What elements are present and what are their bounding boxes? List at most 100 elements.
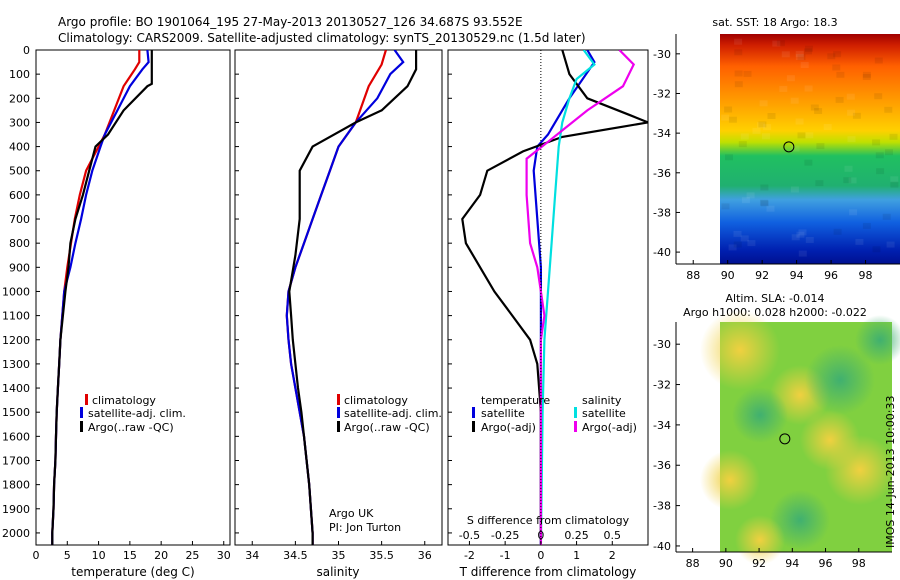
sst-texture-cell — [810, 104, 819, 111]
sla-texture-blob — [700, 450, 760, 510]
legend-label-t-argo: Argo(-adj) — [481, 421, 536, 434]
map-ytick-label: -30 — [653, 48, 671, 61]
sla-map-title-2: Argo h1000: 0.028 h2000: -0.022 — [683, 306, 867, 319]
depth-tick-label: 1600 — [2, 430, 30, 443]
legend-label-argo: Argo(..raw -QC) — [344, 421, 430, 434]
legend-swatch-satellite-adj — [337, 407, 340, 418]
series-line-0-2 — [51, 50, 153, 545]
difference-xtick-label: -1 — [500, 549, 511, 562]
legend-label-climatology: climatology — [92, 394, 156, 407]
difference-top-tick-label: 0.5 — [604, 529, 622, 542]
temperature-axes — [35, 49, 231, 546]
sst-texture-cell — [795, 118, 804, 125]
temperature-xtick-label: 15 — [123, 549, 137, 562]
sst-texture-cell — [721, 203, 730, 210]
map-ytick-label: -34 — [653, 419, 671, 432]
sst-texture-cell — [843, 177, 852, 184]
sla-map-title-1: Altim. SLA: -0.014 — [725, 292, 824, 305]
sst-texture-cell — [827, 53, 836, 60]
sst-texture-cell — [889, 133, 898, 140]
salinity-axes — [234, 49, 443, 546]
sst-texture-cell — [796, 231, 805, 238]
sst-texture-cell — [791, 145, 800, 152]
map-xtick-label: 90 — [719, 557, 733, 570]
temperature-lines — [51, 50, 153, 545]
legend-label-t-satellite: satellite — [481, 407, 525, 420]
legend-swatch-s-argo — [574, 421, 577, 432]
sst-texture-cell — [797, 132, 806, 139]
sst-texture-cell — [760, 184, 769, 191]
map-xtick-label: 96 — [819, 557, 833, 570]
sst-texture-cell — [874, 93, 883, 100]
sst-texture-cell — [728, 244, 737, 251]
sst-texture-cell — [862, 222, 871, 229]
sst-texture-cell — [855, 238, 864, 245]
map-xtick-label: 98 — [859, 269, 873, 282]
sst-texture-cell — [758, 121, 767, 128]
sst-texture-cell — [781, 51, 790, 58]
sst-texture-cell — [734, 81, 743, 88]
map-xtick-label: 88 — [686, 557, 700, 570]
sst-texture-cell — [872, 246, 881, 253]
sst-texture-cell — [725, 154, 733, 161]
sst-texture-cell — [740, 133, 749, 140]
legend-swatch-t-satellite — [472, 407, 475, 418]
sst-texture-cell — [767, 113, 776, 119]
map-xtick-label: 94 — [785, 557, 799, 570]
pi-annotation: PI: Jon Turton — [329, 521, 401, 534]
sst-texture-cell — [890, 181, 899, 188]
sst-texture-cell — [847, 109, 856, 116]
series-line-1-2 — [288, 50, 418, 545]
salinity-lines — [285, 50, 418, 545]
sst-texture-cell — [740, 235, 749, 242]
sst-texture-cell — [852, 112, 861, 119]
legend-label-s-satellite: satellite — [582, 407, 626, 420]
sst-texture-cell — [890, 176, 899, 183]
figure-title-line1: Argo profile: BO 1901064_195 27-May-2013… — [58, 15, 523, 29]
sst-texture-cell — [795, 54, 804, 60]
salinity-legend: climatology satellite-adj. clim. Argo(..… — [337, 394, 442, 434]
sst-texture-cell — [760, 199, 768, 206]
sla-texture-blob — [770, 490, 830, 550]
map-ytick-label: -32 — [653, 379, 671, 392]
sla-map — [675, 310, 900, 565]
map-ytick-label: -36 — [653, 459, 671, 472]
legend-swatch-argo — [80, 421, 83, 432]
sst-texture-cell — [798, 250, 807, 257]
difference-xtick-label: -2 — [464, 549, 475, 562]
sst-texture-cell — [734, 49, 743, 56]
map-ytick-label: -32 — [653, 87, 671, 100]
depth-tick-label: 1300 — [2, 358, 30, 371]
map-ytick-label: -34 — [653, 127, 671, 140]
sst-texture-cell — [844, 165, 853, 172]
depth-tick-label: 1900 — [2, 503, 30, 516]
difference-axes — [447, 49, 649, 546]
legend-label-satellite-adj: satellite-adj. clim. — [88, 407, 186, 420]
legend-label-argo: Argo(..raw -QC) — [88, 421, 174, 434]
sst-texture-cell — [752, 127, 761, 134]
sst-texture-cell — [823, 124, 832, 130]
difference-top-tick-label: 0 — [537, 529, 544, 542]
temperature-xtick-label: 0 — [33, 549, 40, 562]
sst-heatmap — [720, 34, 900, 264]
sst-texture-cell — [875, 152, 884, 159]
sst-texture-cell — [798, 229, 807, 236]
temperature-xtick-label: 5 — [64, 549, 71, 562]
map-ytick-label: -40 — [653, 246, 671, 259]
difference-xtick-label: 0 — [537, 549, 544, 562]
depth-tick-label: 0 — [23, 44, 30, 57]
sst-texture-cell — [805, 45, 813, 52]
sst-texture-cell — [757, 122, 765, 129]
difference-xlabel-top: S difference from climatology — [467, 514, 630, 527]
temperature-xtick-label: 20 — [154, 549, 168, 562]
sst-texture-cell — [847, 136, 856, 143]
series-line-2-3 — [525, 50, 636, 545]
sla-argo-marker — [779, 433, 791, 445]
sst-texture-cell — [804, 85, 813, 92]
legend-header-salinity: salinity — [582, 394, 622, 407]
sst-texture-cell — [832, 64, 841, 71]
depth-tick-label: 800 — [9, 237, 30, 250]
legend-header-temperature: temperature — [481, 394, 550, 407]
map-xtick-label: 92 — [752, 557, 766, 570]
sst-texture-cell — [886, 241, 895, 248]
